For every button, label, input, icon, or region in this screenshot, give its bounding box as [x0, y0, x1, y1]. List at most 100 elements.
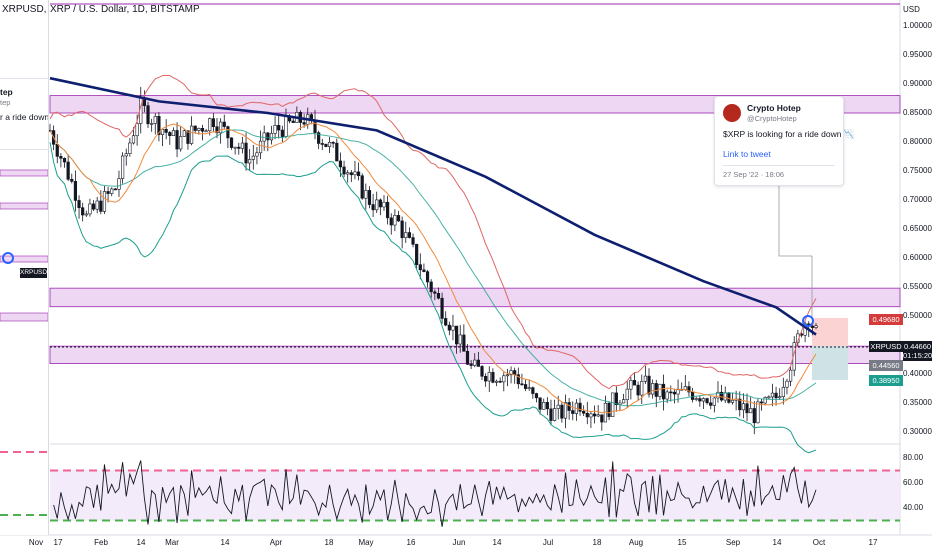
time-tick: 17	[868, 538, 878, 547]
price-tick: 0.95000	[903, 50, 932, 59]
candle-body	[386, 201, 390, 219]
candle-body	[690, 391, 695, 400]
candle-body	[563, 402, 568, 419]
candle-body	[480, 366, 484, 377]
price-tick: 1.00000	[903, 21, 932, 30]
candle-body	[353, 171, 357, 176]
candle-body	[251, 155, 255, 160]
price-tick: 0.35000	[903, 398, 932, 407]
candle-body	[99, 200, 103, 212]
candle-body	[157, 116, 161, 135]
candle-body	[665, 391, 669, 400]
rsi-tick: 40.00	[903, 503, 924, 512]
candle-body	[415, 244, 419, 265]
price-tick: 0.50000	[903, 311, 932, 320]
candle-body	[186, 130, 190, 144]
time-tick: 17	[53, 538, 63, 547]
candle-body	[407, 232, 412, 238]
candle-body	[465, 351, 470, 365]
tweet-pointer-line	[778, 184, 813, 318]
time-tick: May	[358, 538, 374, 547]
candle-body	[763, 397, 767, 404]
candle-body	[454, 325, 459, 345]
candle-body	[531, 387, 535, 394]
candle-body	[494, 380, 499, 383]
candle-body	[356, 171, 361, 177]
rsi-tick: 60.00	[903, 478, 924, 487]
candle-body	[730, 399, 735, 403]
candles	[48, 86, 818, 435]
candle-body	[741, 403, 745, 411]
candle-body	[611, 392, 615, 417]
last-price-label: 0.44660	[903, 341, 932, 352]
candle-body	[476, 359, 480, 367]
weekly-tweet-card[interactable]: tep tep r a ride down	[0, 78, 48, 150]
candle-body	[168, 132, 172, 136]
tweet-card[interactable]: Crypto Hotep @CryptoHotep $XRP is lookin…	[714, 96, 854, 186]
candle-body	[284, 115, 288, 137]
price-tick: 0.85000	[903, 108, 932, 117]
tweet-avatar	[723, 104, 741, 122]
candle-body	[204, 130, 208, 133]
weekly-chart-panel[interactable]: XRPUSD, 1W, tep tep r a ride down XRPUSD	[0, 0, 49, 535]
rsi-tick: 80.00	[903, 453, 924, 462]
candle-body	[487, 372, 491, 382]
candle-body	[150, 123, 154, 125]
weekly-chart-canvas	[0, 169, 48, 516]
bollinger-upper-band	[49, 74, 817, 390]
candle-body	[447, 324, 451, 331]
candle-body	[592, 413, 597, 417]
candle-body	[121, 155, 125, 179]
resistance-zone-1	[49, 287, 901, 308]
chart-title: XRP / U.S. Dollar, 1D, BITSTAMP	[50, 4, 200, 15]
candle-body	[578, 402, 582, 412]
candle-body	[727, 392, 731, 403]
candle-body	[516, 374, 520, 385]
candle-body	[327, 142, 332, 147]
price-tick: 0.60000	[903, 253, 932, 262]
time-tick: Jun	[452, 538, 466, 547]
tweet-link[interactable]: Link to tweet	[723, 149, 771, 159]
candle-body	[505, 374, 510, 377]
candle-body	[360, 175, 364, 199]
take-profit-area	[812, 346, 848, 380]
candle-body	[59, 156, 63, 159]
candle-body	[625, 388, 629, 400]
candle-body	[102, 191, 107, 212]
candle-body	[248, 159, 252, 164]
candle-body	[556, 404, 560, 409]
candle-body	[240, 142, 245, 149]
rsi-line	[53, 460, 817, 527]
price-tick: 0.75000	[903, 166, 932, 175]
time-tick: Apr	[269, 538, 283, 547]
candle-body	[767, 396, 771, 399]
moving-average-teal	[49, 129, 817, 407]
candle-body	[491, 372, 495, 383]
price-tick: 0.90000	[903, 79, 932, 88]
time-tick: Aug	[628, 538, 644, 547]
candle-body	[396, 215, 401, 222]
time-tick: 16	[406, 538, 416, 547]
weekly-ticker-label: XRPUSD	[20, 268, 48, 278]
weekly-zone-0	[0, 169, 48, 177]
candle-body	[458, 334, 462, 345]
candle-body	[342, 166, 346, 175]
candle-body	[418, 264, 422, 271]
weekly-zone-3	[0, 312, 48, 322]
candle-body	[88, 203, 92, 215]
candle-body	[146, 105, 150, 125]
candle-body	[770, 392, 775, 398]
candle-body	[70, 178, 74, 182]
candle-body	[349, 172, 353, 176]
weekly-x-tick: Nov	[28, 538, 44, 547]
candle-body	[378, 199, 382, 208]
candle-body	[393, 215, 397, 226]
candle-body	[324, 143, 328, 147]
candle-body	[629, 380, 633, 390]
candle-body	[77, 200, 81, 208]
stop-price-label: 0.49680	[869, 314, 903, 325]
candle-body	[778, 396, 782, 399]
candle-body	[643, 375, 647, 382]
candle-body	[269, 133, 274, 141]
